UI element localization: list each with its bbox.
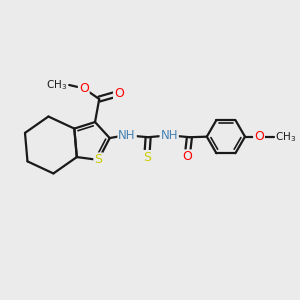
Text: O: O [254,130,264,143]
Text: S: S [94,153,102,167]
Text: O: O [114,87,124,100]
Text: O: O [182,150,192,164]
Text: O: O [79,82,89,95]
Text: NH: NH [118,129,136,142]
Text: NH: NH [160,129,178,142]
Text: CH$_3$: CH$_3$ [275,130,296,144]
Text: CH$_3$: CH$_3$ [46,78,67,92]
Text: S: S [143,151,151,164]
